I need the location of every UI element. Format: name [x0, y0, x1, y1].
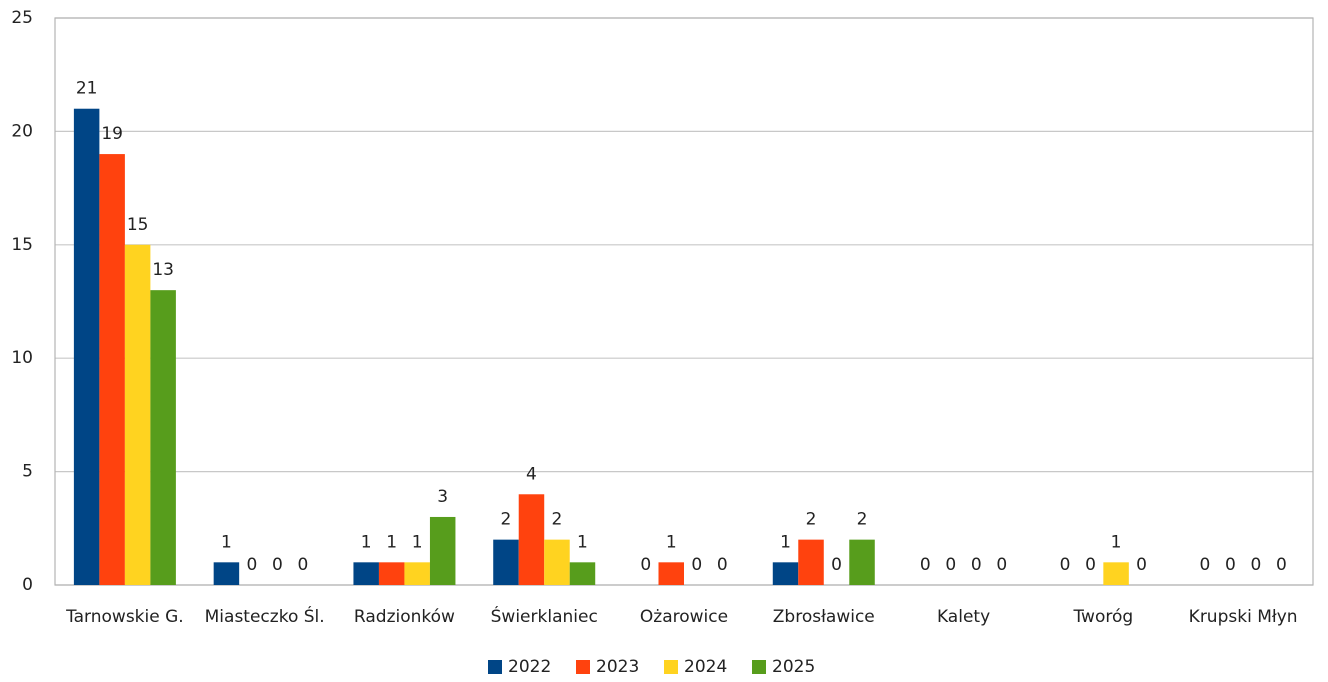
x-tick-label: Krupski Młyn [1189, 607, 1298, 627]
bar [73, 108, 100, 585]
data-label: 0 [717, 555, 728, 575]
data-label: 15 [127, 215, 149, 235]
data-label: 0 [691, 555, 702, 575]
data-label: 1 [386, 532, 397, 552]
data-label: 1 [221, 532, 232, 552]
bar [518, 494, 545, 585]
legend-swatch [576, 660, 590, 674]
data-label: 0 [1250, 555, 1261, 575]
data-label: 3 [437, 487, 448, 507]
bar [99, 154, 125, 585]
data-label: 1 [666, 532, 677, 552]
legend-label: 2022 [508, 657, 551, 677]
data-label: 1 [577, 532, 588, 552]
x-tick-label: Radzionków [354, 607, 455, 627]
x-tick-label: Zbrosławice [773, 607, 875, 627]
bar [544, 539, 570, 585]
data-label: 0 [247, 555, 258, 575]
data-label: 2 [552, 510, 563, 530]
bar [213, 562, 240, 585]
bar [404, 562, 430, 585]
legend-label: 2025 [772, 657, 815, 677]
bar [429, 516, 456, 585]
bar [124, 244, 151, 586]
legend-label: 2023 [596, 657, 639, 677]
y-tick-label: 25 [11, 8, 33, 28]
bar [493, 539, 519, 585]
data-label: 0 [640, 555, 651, 575]
plot-border [54, 17, 1314, 586]
data-label: 21 [76, 79, 98, 99]
bar [150, 290, 176, 585]
data-label: 0 [945, 555, 956, 575]
x-tick-label: Kalety [937, 607, 990, 627]
y-tick-label: 0 [22, 575, 33, 595]
y-tick-label: 5 [22, 462, 33, 482]
data-label: 0 [971, 555, 982, 575]
data-label: 2 [501, 510, 512, 530]
bar [1103, 562, 1129, 585]
data-label: 0 [272, 555, 283, 575]
data-label: 1 [412, 532, 423, 552]
bar [658, 562, 684, 585]
bar [849, 539, 875, 585]
data-label: 2 [857, 510, 868, 530]
legend-swatch [488, 660, 502, 674]
x-tick-label: Tworóg [1072, 607, 1133, 627]
data-label: 0 [298, 555, 309, 575]
bar [353, 562, 379, 585]
data-label: 0 [831, 555, 842, 575]
y-tick-label: 15 [11, 235, 33, 255]
x-tick-label: Świerklaniec [491, 605, 598, 627]
bar [569, 562, 596, 585]
bar [772, 562, 799, 585]
data-label: 0 [1276, 555, 1287, 575]
data-label: 0 [1136, 555, 1147, 575]
data-label: 1 [1111, 532, 1122, 552]
data-label: 0 [1225, 555, 1236, 575]
data-label: 19 [101, 124, 123, 144]
bar [378, 562, 405, 585]
data-label: 1 [780, 532, 791, 552]
legend-swatch [664, 660, 678, 674]
x-tick-label: Miasteczko Śl. [205, 605, 325, 627]
legend-label: 2024 [684, 657, 727, 677]
data-label: 0 [1085, 555, 1096, 575]
y-tick-label: 10 [11, 348, 33, 368]
data-label: 0 [920, 555, 931, 575]
data-label: 0 [996, 555, 1007, 575]
x-tick-label: Ożarowice [640, 607, 728, 627]
data-label: 0 [1060, 555, 1071, 575]
y-tick-label: 20 [11, 121, 33, 141]
data-label: 1 [361, 532, 372, 552]
data-label: 0 [1199, 555, 1210, 575]
x-tick-label: Tarnowskie G. [65, 607, 184, 627]
data-label: 2 [806, 510, 817, 530]
bar [798, 539, 824, 585]
legend-swatch [752, 660, 766, 674]
data-label: 4 [526, 464, 537, 484]
data-label: 13 [152, 260, 174, 280]
